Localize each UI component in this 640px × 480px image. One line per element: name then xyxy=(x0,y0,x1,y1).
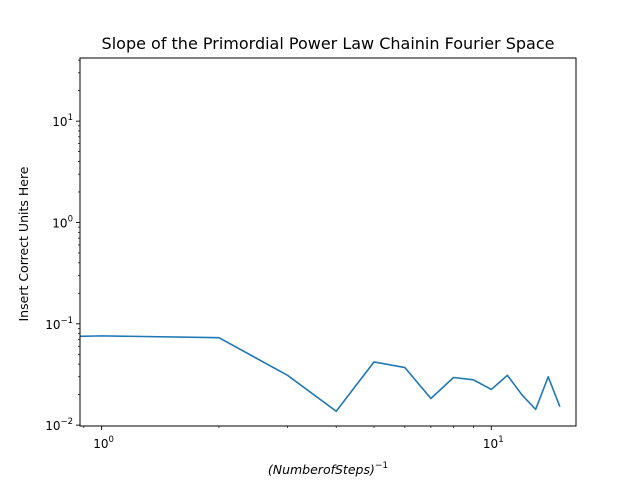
y-tick-label-0: 10−2 xyxy=(45,417,73,433)
y-tick-label-2: 100 xyxy=(52,214,73,230)
x-axis-label-exponent: −1 xyxy=(375,461,388,471)
plot-area: 100 101 10−2 10−1 100 101 xyxy=(45,57,577,451)
y-tick-label-1: 10−1 xyxy=(45,316,73,332)
series-line-0 xyxy=(80,335,561,413)
chart-title: Slope of the Primordial Power Law Chaini… xyxy=(102,34,555,53)
plot-frame xyxy=(79,57,577,427)
y-tick-label-3: 101 xyxy=(52,113,73,129)
x-axis-label-base: (NumberofSteps) xyxy=(268,462,375,477)
y-axis-label: Insert Correct Units Here xyxy=(16,166,31,321)
x-axis-label: (NumberofSteps)−1 xyxy=(268,461,388,477)
x-tick-label-0: 100 xyxy=(93,435,114,451)
x-tick-label-1: 101 xyxy=(483,435,504,451)
